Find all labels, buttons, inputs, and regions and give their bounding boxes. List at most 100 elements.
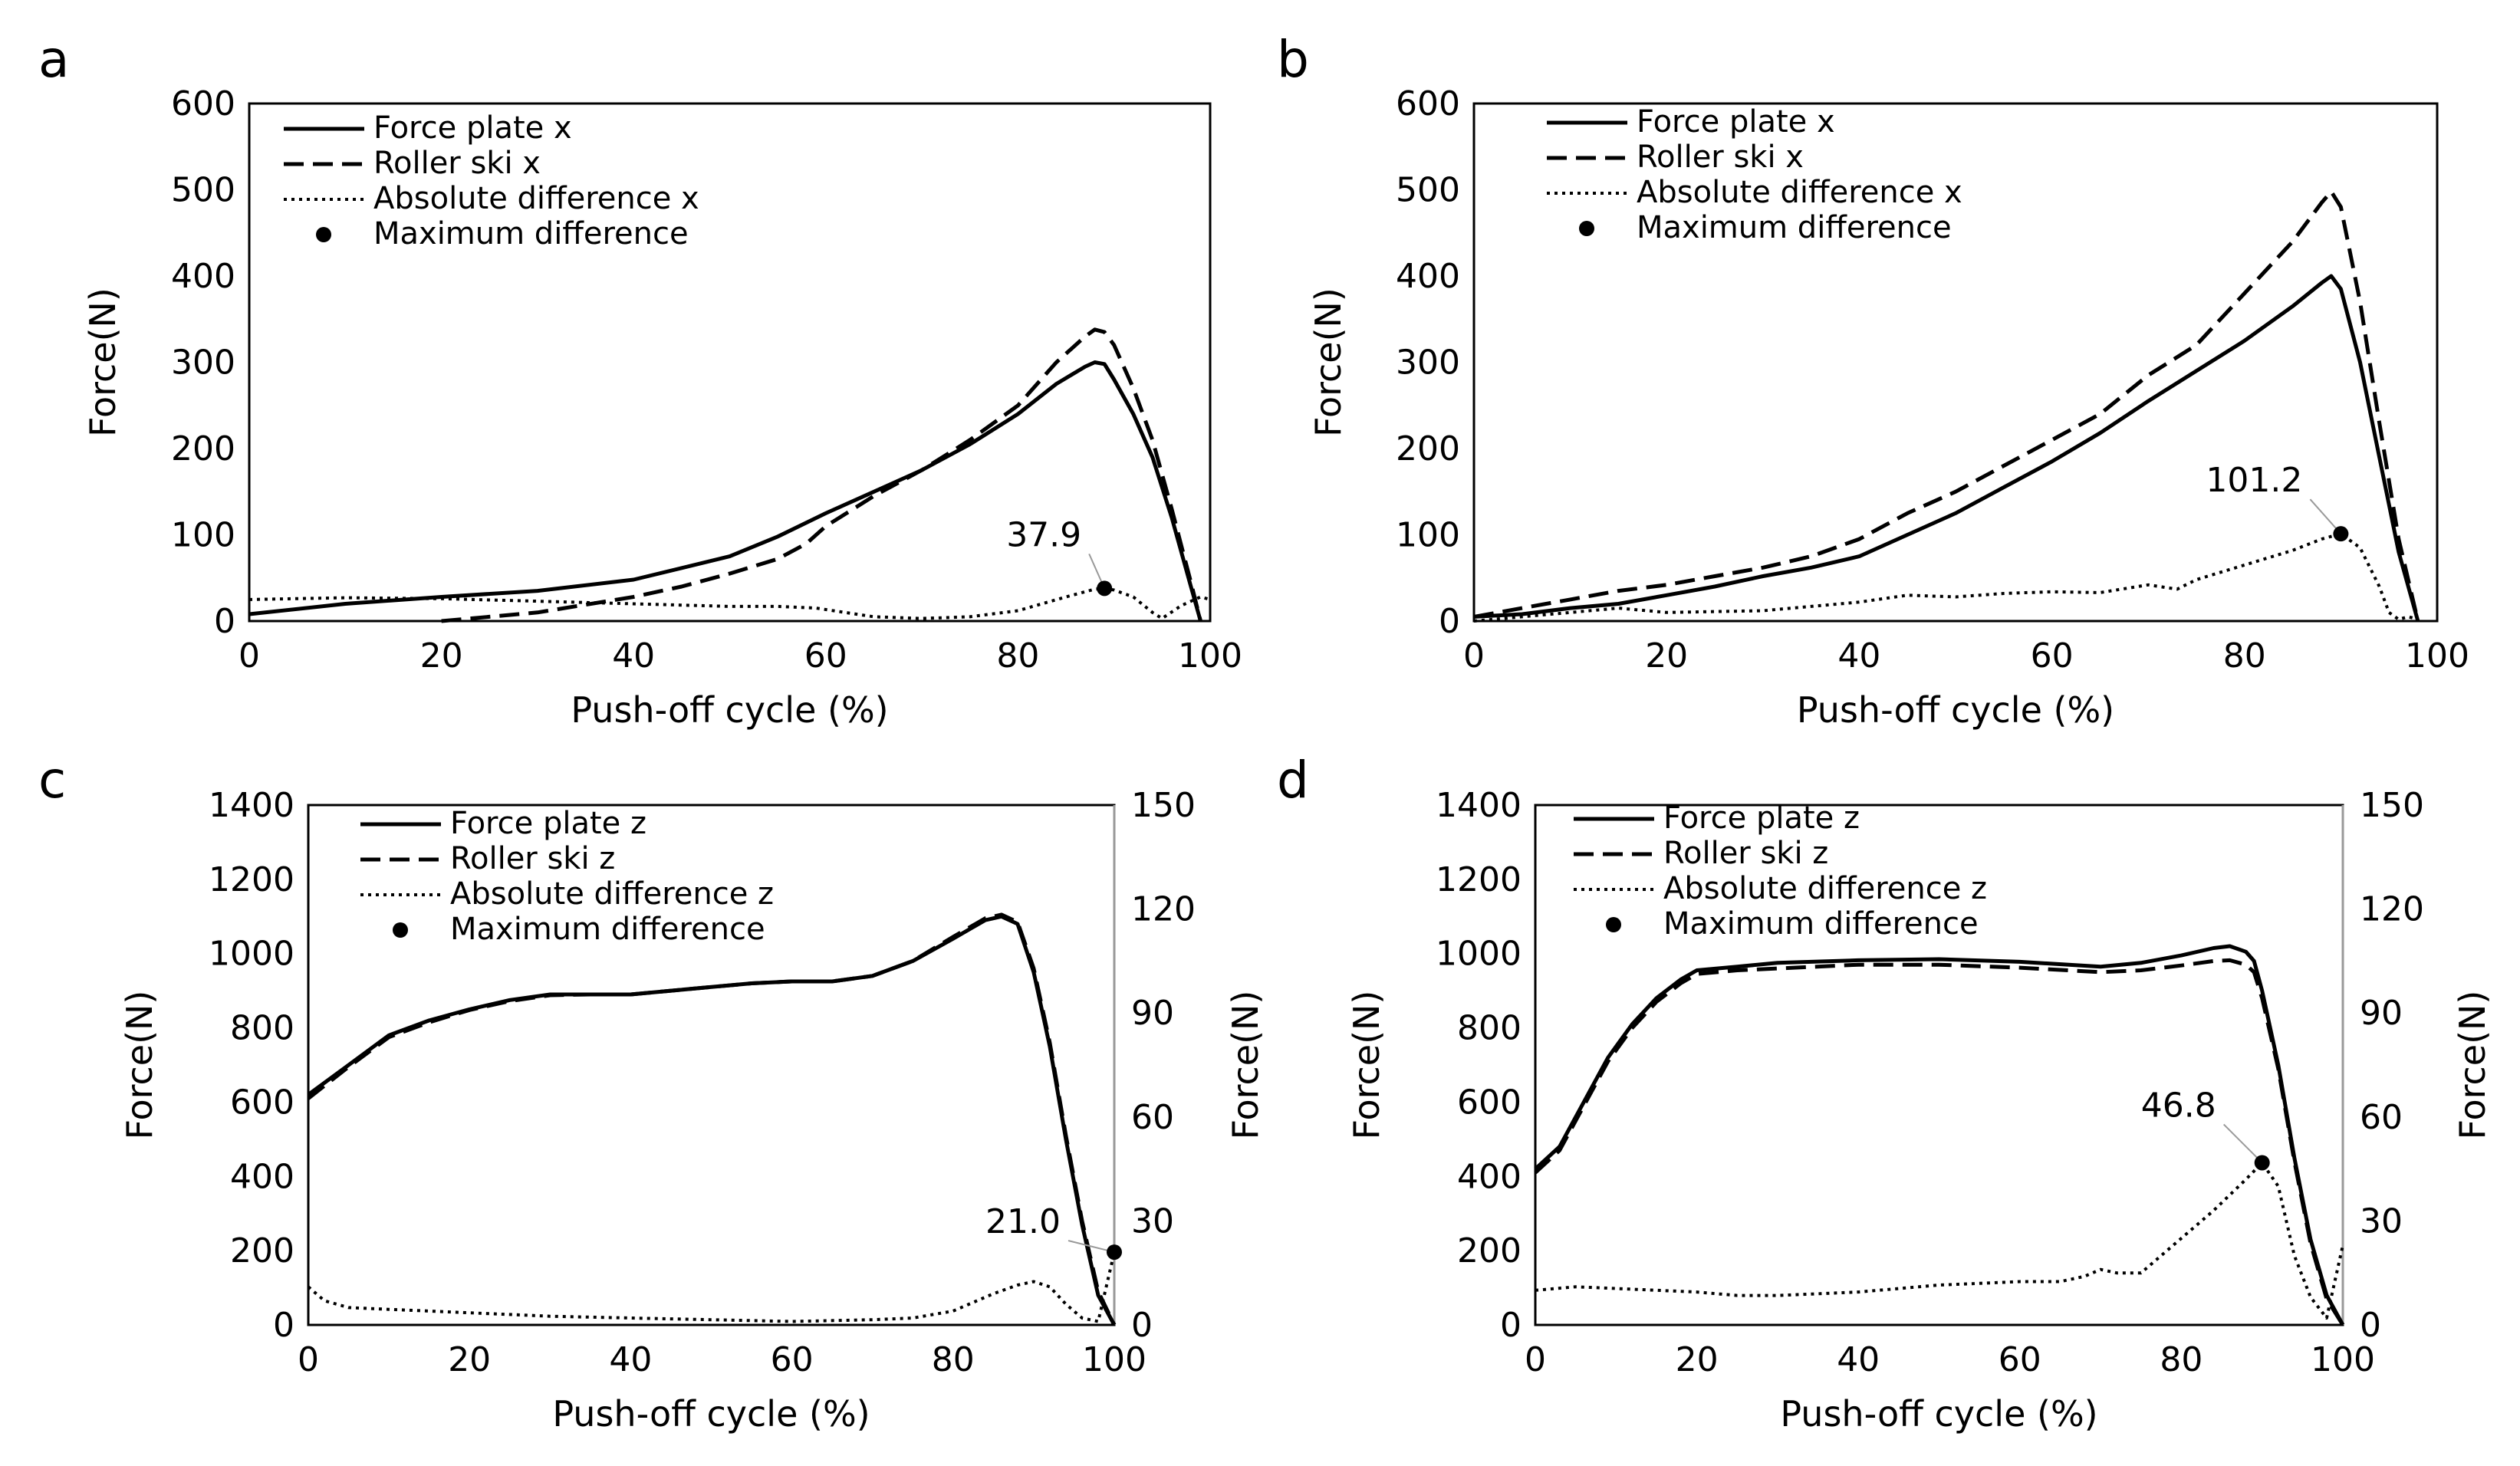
- max-difference-point: [1107, 1244, 1122, 1261]
- y-tick-label: 1000: [209, 935, 294, 974]
- x-tick-label: 0: [298, 1340, 319, 1379]
- series-line-dotted: [307, 1251, 1116, 1323]
- y-tick-label: 600: [1396, 84, 1460, 123]
- x-tick-label: 100: [1178, 636, 1242, 675]
- y2-tick-label: 60: [1131, 1098, 1174, 1137]
- legend-entry: Force plate z: [450, 806, 646, 841]
- x-axis-label: Push-off cycle (%): [1797, 689, 2114, 731]
- x-tick-label: 0: [1525, 1340, 1546, 1379]
- series-line-dashed: [307, 912, 1117, 1326]
- legend-entry: Absolute difference x: [1637, 175, 1962, 210]
- max-difference-point: [1097, 580, 1113, 597]
- max-difference-label: 101.2: [2206, 461, 2302, 500]
- legend-entry: Roller ski z: [450, 841, 615, 876]
- x-tick-label: 40: [609, 1340, 652, 1379]
- legend-entry: Force plate z: [1663, 800, 1860, 836]
- x-axis-label: Push-off cycle (%): [571, 689, 888, 731]
- panel-d: d0 20 40 60 80 100020040060080010001200140003…: [1277, 751, 2493, 1435]
- x-axis-label: Push-off cycle (%): [1780, 1393, 2097, 1435]
- y-tick-label: 1200: [1436, 860, 1522, 899]
- x-tick-label: 20: [1676, 1340, 1719, 1379]
- legend-entry: Maximum difference: [373, 216, 689, 251]
- y2-tick-label: 30: [1131, 1201, 1174, 1241]
- y-tick-label: 0: [1439, 602, 1460, 641]
- x-tick-label: 100: [2311, 1340, 2375, 1379]
- legend-entry: Force plate x: [1637, 104, 1835, 140]
- panel-b: b 0 20 40 60 80 100 0 100 200 300 400 500 600 Push-off…: [1277, 30, 2469, 731]
- y2-tick-label: 0: [1131, 1306, 1153, 1345]
- y-tick-label: 500: [171, 171, 235, 210]
- max-difference-point: [2254, 1155, 2270, 1171]
- x-tick-label: 20: [448, 1340, 491, 1379]
- series-line-dashed: [1473, 189, 2420, 622]
- y-tick-label: 300: [171, 343, 235, 383]
- y-tick-label: 400: [230, 1157, 294, 1196]
- x-tick-label: 40: [1837, 1340, 1880, 1379]
- panel-letter: b: [1277, 30, 1309, 89]
- panel-c: c0 20 40 60 80 100020040060080010001200140003…: [38, 751, 1266, 1435]
- legend-entry: Roller ski z: [1663, 836, 1828, 871]
- x-tick-label: 40: [612, 636, 655, 675]
- x-tick-label: 100: [2405, 636, 2469, 675]
- y-tick-label: 800: [1457, 1009, 1522, 1048]
- panel-letter: a: [38, 30, 69, 89]
- x-tick-label: 20: [420, 636, 463, 675]
- legend-entry: Maximum difference: [1663, 906, 1979, 942]
- panel-letter: d: [1277, 751, 1309, 810]
- y-tick-label: 600: [171, 84, 235, 123]
- y-tick-label: 600: [230, 1083, 294, 1122]
- y2-tick-label: 90: [1131, 994, 1174, 1033]
- series-line-solid: [248, 360, 1202, 622]
- y-tick-label: 1200: [209, 860, 294, 899]
- y-tick-label: 200: [171, 429, 235, 468]
- y-tick-label: 1400: [209, 786, 294, 825]
- legend-entry: Absolute difference z: [450, 876, 774, 912]
- y-tick-label: 300: [1396, 343, 1460, 383]
- annotation-leader: [2309, 498, 2342, 534]
- y-tick-label: 0: [1500, 1306, 1522, 1345]
- y-tick-label: 100: [1396, 516, 1460, 555]
- y-tick-label: 100: [171, 516, 235, 555]
- y-tick-label: 600: [1457, 1083, 1522, 1122]
- x-tick-label: 60: [771, 1340, 814, 1379]
- x-tick-label: 60: [1999, 1340, 2041, 1379]
- series-line-dashed: [441, 327, 1202, 623]
- panel-a: a 0 20 40 60 80 100 0 100 200 300 400 500 600 Push-off…: [38, 30, 1242, 731]
- y2-tick-label: 90: [2360, 994, 2403, 1033]
- x-tick-label: 40: [1837, 636, 1880, 675]
- y-tick-label: 200: [230, 1231, 294, 1270]
- y-tick-label: 200: [1396, 429, 1460, 468]
- x-tick-label: 60: [2031, 636, 2074, 675]
- y-tick-label: 500: [1396, 171, 1460, 210]
- legend-entry: Absolute difference x: [373, 181, 699, 216]
- y-tick-label: 800: [230, 1009, 294, 1048]
- y2-tick-label: 150: [1131, 786, 1196, 825]
- legend-entry: Maximum difference: [450, 912, 765, 947]
- legend-entry: Maximum difference: [1637, 210, 1952, 245]
- y-tick-label: 400: [1457, 1157, 1522, 1196]
- series-line-solid: [1473, 274, 2420, 622]
- series-line-dotted: [248, 587, 1211, 620]
- y2-tick-label: 60: [2360, 1098, 2403, 1137]
- y-tick-label: 1000: [1436, 935, 1522, 974]
- series-line-dotted: [1473, 532, 2419, 623]
- legend-entry: Roller ski x: [373, 146, 541, 181]
- annotation-leader: [2222, 1123, 2263, 1164]
- y-tick-label: 0: [273, 1306, 294, 1345]
- y-tick-label: 400: [1396, 257, 1460, 296]
- legend-entry: Absolute difference z: [1663, 871, 1987, 906]
- y-tick-label: 0: [214, 602, 235, 641]
- plot-frame: [248, 102, 1212, 623]
- x-tick-label: 60: [804, 636, 847, 675]
- y2-axis-label: Force(N): [1225, 991, 1266, 1140]
- panel-letter: c: [38, 751, 66, 810]
- legend-swatch-marker: [316, 227, 331, 242]
- y2-axis-label: Force(N): [2452, 991, 2493, 1140]
- legend-entry: Roller ski x: [1637, 140, 1804, 175]
- x-tick-label: 80: [2223, 636, 2266, 675]
- x-tick-label: 80: [996, 636, 1039, 675]
- y2-tick-label: 120: [1131, 890, 1196, 929]
- x-tick-label: 20: [1645, 636, 1688, 675]
- legend-swatch-marker: [1579, 221, 1594, 236]
